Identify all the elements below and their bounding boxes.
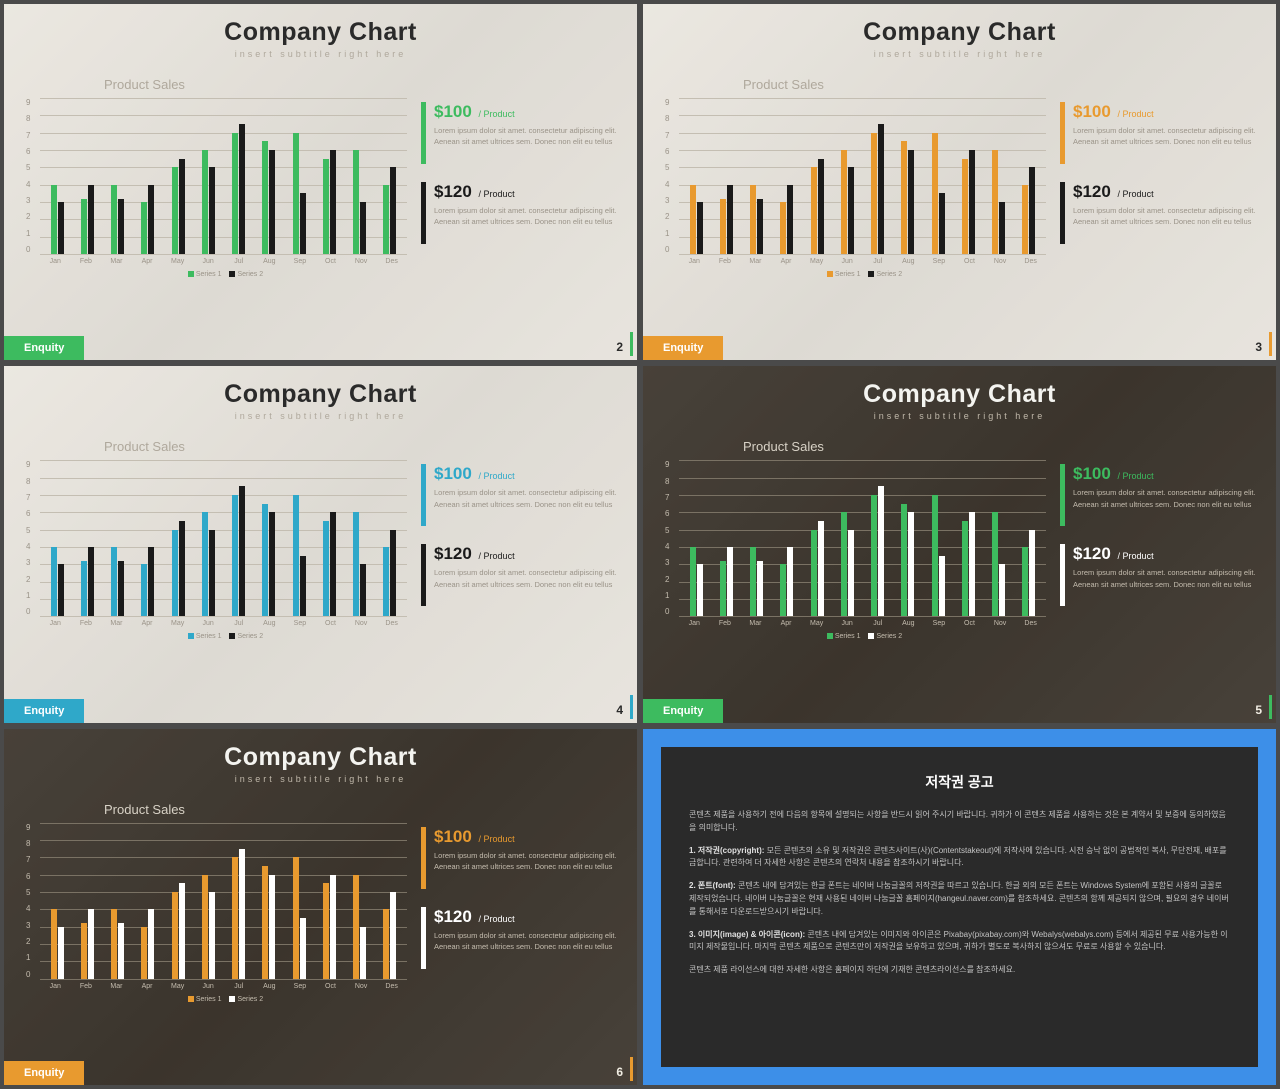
chart-legend: Series 1 Series 2 [677,633,1046,640]
chart-legend: Series 1 Series 2 [677,271,1046,278]
slide-2: Company Chart insert subtitle right here… [4,4,637,360]
page-number: 3 [1255,340,1262,354]
y-axis-labels: 9876543210 [665,98,669,254]
slide-title: Company Chart [24,380,617,409]
slide-title: Company Chart [24,18,617,47]
x-axis-labels: JanFebMarAprMayJunJulAugSepOctNovDes [40,983,407,990]
price-box-2: $120 / Product Lorem ipsum dolor sit ame… [421,907,617,969]
y-axis-labels: 9876543210 [26,98,30,254]
price-box-2: $120 / Product Lorem ipsum dolor sit ame… [421,544,617,606]
copyright-p3: 2. 폰트(font): 콘텐츠 내에 담겨있는 한글 폰트는 네이버 나눔글꼴… [689,880,1230,918]
bar-chart: 9876543210 [24,460,407,640]
footer-tab: Enquity [643,699,723,723]
footer-tab: Enquity [4,1061,84,1085]
copyright-p1: 콘텐츠 제품을 사용하기 전에 다음의 항목에 설명되는 사항을 반드시 읽어 … [689,809,1230,835]
slide-subtitle: insert subtitle right here [24,49,617,59]
copyright-slide: 저작권 공고 콘텐츠 제품을 사용하기 전에 다음의 항목에 설명되는 사항을 … [643,729,1276,1085]
footer-tab: Enquity [4,336,84,360]
price-box-1: $100 / Product Lorem ipsum dolor sit ame… [1060,102,1256,164]
slide-title: Company Chart [24,743,617,772]
chart-title: Product Sales [743,439,1256,454]
slide-subtitle: insert subtitle right here [24,774,617,784]
chart-legend: Series 1 Series 2 [38,633,407,640]
chart-title: Product Sales [104,439,617,454]
x-axis-labels: JanFebMarAprMayJunJulAugSepOctNovDes [40,620,407,627]
page-number: 5 [1255,703,1262,717]
slide-subtitle: insert subtitle right here [663,411,1256,421]
copyright-title: 저작권 공고 [689,771,1230,793]
bar-chart: 9876543210 [663,460,1046,640]
slide-title: Company Chart [663,380,1256,409]
x-axis-labels: JanFebMarAprMayJunJulAugSepOctNovDes [40,258,407,265]
y-axis-labels: 9876543210 [26,460,30,616]
x-axis-labels: JanFebMarAprMayJunJulAugSepOctNovDes [679,620,1046,627]
x-axis-labels: JanFebMarAprMayJunJulAugSepOctNovDes [679,258,1046,265]
chart-title: Product Sales [104,802,617,817]
copyright-p5: 콘텐츠 제품 라이선스에 대한 자세한 사항은 홈페이지 하단에 기재한 콘텐츠… [689,964,1230,977]
chart-title: Product Sales [743,77,1256,92]
price-box-1: $100 / Product Lorem ipsum dolor sit ame… [1060,464,1256,526]
page-number: 6 [616,1065,623,1079]
bar-chart: 9876543210 [24,98,407,278]
price-box-1: $100 / Product Lorem ipsum dolor sit ame… [421,464,617,526]
slide-4: Company Chart insert subtitle right here… [4,366,637,722]
price-box-2: $120 / Product Lorem ipsum dolor sit ame… [421,182,617,244]
bar-chart: 9876543210 [24,823,407,1003]
footer-tab: Enquity [4,699,84,723]
y-axis-labels: 9876543210 [26,823,30,979]
slide-title: Company Chart [663,18,1256,47]
chart-title: Product Sales [104,77,617,92]
price-box-1: $100 / Product Lorem ipsum dolor sit ame… [421,102,617,164]
copyright-p4: 3. 이미지(image) & 아이콘(icon): 콘텐츠 내에 담겨있는 이… [689,929,1230,955]
slide-5: Company Chart insert subtitle right here… [643,366,1276,722]
page-number: 2 [616,340,623,354]
slide-6: Company Chart insert subtitle right here… [4,729,637,1085]
slide-subtitle: insert subtitle right here [663,49,1256,59]
copyright-p2: 1. 저작권(copyright): 모든 콘텐츠의 소유 및 저작권은 콘텐츠… [689,845,1230,871]
bar-chart: 9876543210 [663,98,1046,278]
price-box-2: $120 / Product Lorem ipsum dolor sit ame… [1060,544,1256,606]
chart-legend: Series 1 Series 2 [38,996,407,1003]
price-box-2: $120 / Product Lorem ipsum dolor sit ame… [1060,182,1256,244]
slide-subtitle: insert subtitle right here [24,411,617,421]
chart-legend: Series 1 Series 2 [38,271,407,278]
price-box-1: $100 / Product Lorem ipsum dolor sit ame… [421,827,617,889]
y-axis-labels: 9876543210 [665,460,669,616]
slide-3: Company Chart insert subtitle right here… [643,4,1276,360]
footer-tab: Enquity [643,336,723,360]
page-number: 4 [616,703,623,717]
